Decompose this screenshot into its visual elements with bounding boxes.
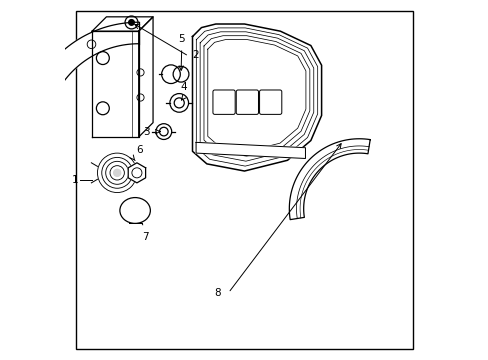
Polygon shape	[192, 24, 321, 171]
Circle shape	[113, 169, 121, 176]
Text: 5: 5	[178, 34, 184, 44]
Text: 1: 1	[71, 175, 78, 185]
FancyBboxPatch shape	[236, 90, 258, 114]
Text: 7: 7	[142, 232, 149, 242]
Polygon shape	[196, 142, 305, 158]
FancyBboxPatch shape	[212, 90, 235, 114]
Polygon shape	[24, 22, 139, 189]
FancyBboxPatch shape	[259, 90, 281, 114]
Ellipse shape	[120, 198, 150, 224]
Polygon shape	[128, 163, 145, 183]
Text: 8: 8	[214, 288, 221, 298]
Text: 4: 4	[180, 82, 186, 92]
Text: 3: 3	[143, 127, 150, 136]
Polygon shape	[92, 17, 153, 31]
Text: 6: 6	[136, 145, 142, 155]
Polygon shape	[289, 139, 369, 220]
Circle shape	[128, 19, 134, 25]
Polygon shape	[139, 17, 153, 137]
Text: 2: 2	[192, 50, 199, 60]
Polygon shape	[92, 31, 139, 137]
